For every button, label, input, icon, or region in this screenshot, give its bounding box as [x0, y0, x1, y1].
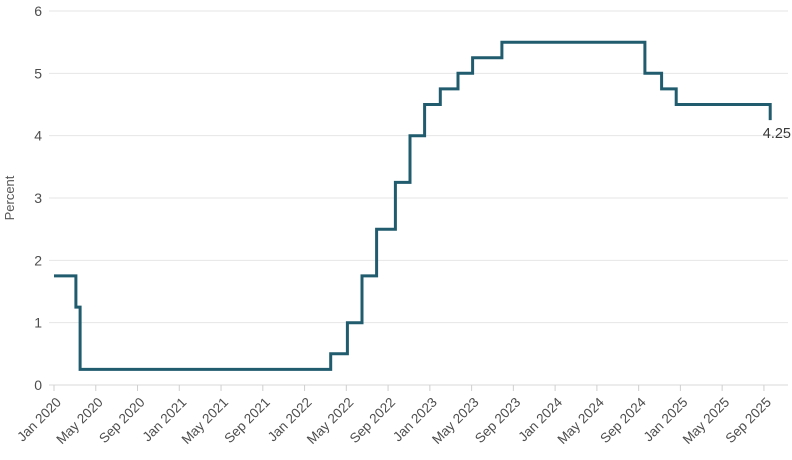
rate-step-line: [54, 40, 772, 371]
x-ticks-group: [53, 385, 765, 391]
y-tick-label: 4: [34, 128, 42, 144]
gridlines-group: [49, 10, 788, 386]
x-tick-label: Sep 2023: [472, 395, 523, 446]
y-tick-label: 6: [34, 3, 42, 19]
x-tick-label: Sep 2024: [597, 394, 649, 446]
y-tick-label: 0: [34, 377, 42, 393]
y-tick-label: 5: [34, 65, 42, 81]
y-tick-label: 2: [34, 252, 42, 268]
x-tick-label: Sep 2025: [723, 395, 774, 446]
x-tick-label: Sep 2020: [96, 395, 147, 446]
x-tick-label: May 2024: [554, 394, 607, 447]
y-tick-label: 1: [34, 315, 42, 331]
end-value-annotation: 4.25: [763, 126, 791, 142]
y-axis-title: Percent: [2, 175, 17, 220]
x-tick-label: Sep 2021: [221, 395, 272, 446]
y-tick-label: 3: [34, 190, 42, 206]
series-group: [54, 40, 772, 371]
x-tick-label: Sep 2022: [347, 395, 398, 446]
